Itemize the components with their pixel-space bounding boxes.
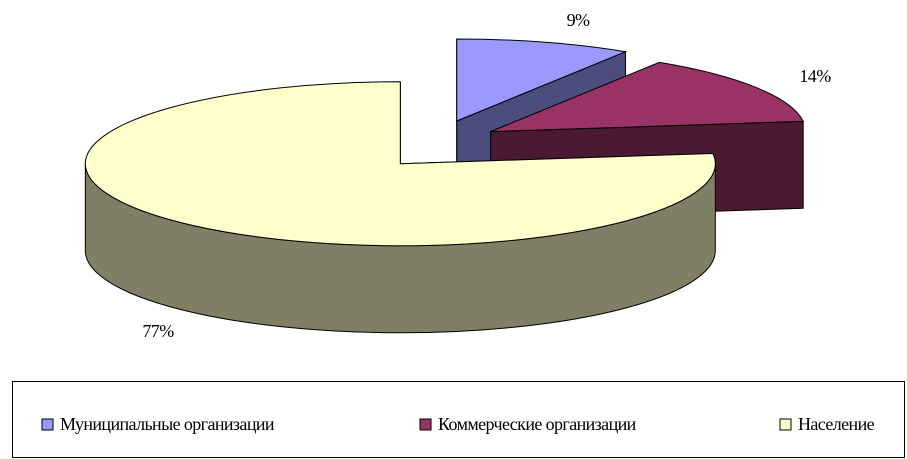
legend-label: Население xyxy=(798,414,875,434)
slice-top xyxy=(456,38,628,122)
legend-box xyxy=(12,381,905,458)
legend: Муниципальные организации Коммерческие ор… xyxy=(41,414,875,434)
legend-swatch xyxy=(419,418,432,431)
legend-swatch xyxy=(41,418,54,431)
legend-swatch xyxy=(779,418,792,431)
data-label: 77% xyxy=(142,321,174,341)
pie-slice xyxy=(84,81,716,334)
data-label: 9% xyxy=(567,10,590,30)
slice-top xyxy=(490,61,804,133)
slice-top xyxy=(84,81,716,247)
pie: 9% 14% 77% xyxy=(84,10,832,341)
legend-label: Муниципальные организации xyxy=(60,414,275,434)
legend-label: Коммерческие организации xyxy=(438,414,637,434)
data-label: 14% xyxy=(799,66,831,86)
